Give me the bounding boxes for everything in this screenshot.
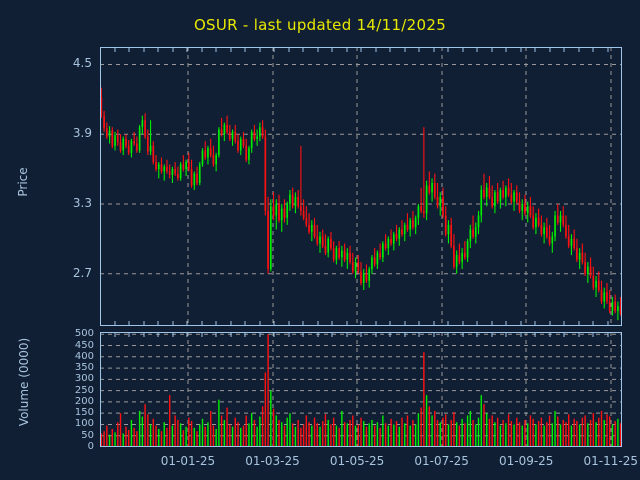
price-tick-label: 3.9 [72, 126, 92, 141]
volume-tick-label: 150 [74, 407, 94, 419]
date-tick-label: 01-01-25 [160, 454, 216, 468]
price-svg [100, 47, 622, 326]
date-tick-label: 01-07-25 [414, 454, 469, 468]
price-candlestick-plot[interactable] [100, 47, 622, 326]
chart-title: OSUR - last updated 14/11/2025 [193, 16, 447, 34]
volume-tick-label: 300 [74, 373, 94, 385]
date-tick-label: 01-03-25 [245, 454, 300, 468]
volume-tick-label: 350 [74, 362, 94, 374]
volume-tick-label: 100 [74, 418, 94, 430]
volume-svg [100, 332, 622, 447]
date-tick-label: 01-09-25 [498, 454, 554, 468]
volume-bar-plot[interactable] [100, 332, 622, 447]
price-axis-title: Price [16, 167, 30, 197]
volume-tick-label: 500 [74, 328, 94, 340]
volume-tick-label: 400 [74, 350, 94, 362]
volume-tick-label: 450 [74, 339, 94, 351]
price-tick-label: 2.7 [72, 265, 92, 280]
volume-axis-title: Volume (0000) [17, 337, 31, 427]
price-tick-label: 4.5 [72, 56, 92, 71]
volume-tick-label: 200 [74, 395, 94, 407]
price-tick-label: 3.3 [72, 195, 92, 210]
date-tick-label: 01-11-25 [583, 454, 638, 468]
date-tick-label: 01-05-25 [329, 454, 385, 468]
volume-tick-label: 0 [87, 441, 94, 452]
volume-tick-label: 50 [81, 429, 94, 441]
volume-tick-label: 250 [74, 384, 94, 396]
